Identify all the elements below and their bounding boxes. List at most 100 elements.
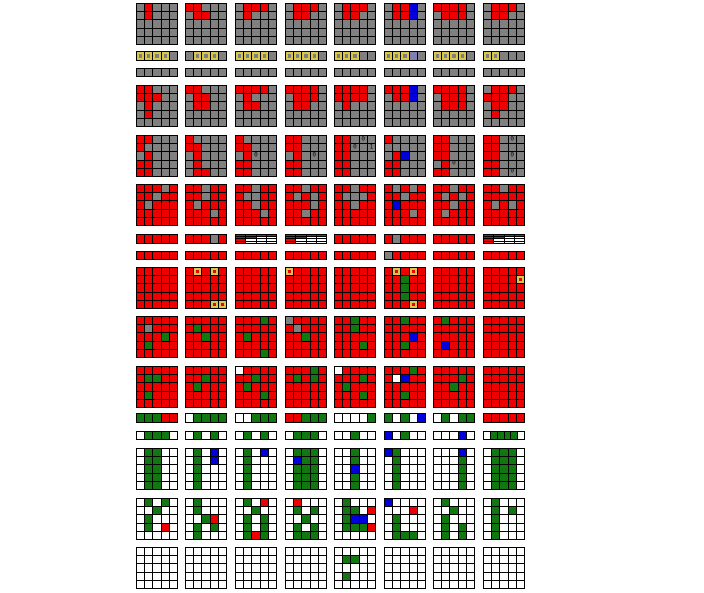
cell [393, 367, 401, 375]
cell [458, 20, 466, 28]
cell [294, 473, 302, 481]
cell [492, 523, 500, 531]
cell [492, 160, 500, 168]
cell [302, 580, 310, 588]
cell [145, 201, 153, 209]
cell [442, 69, 450, 76]
cell [385, 523, 393, 531]
cell [335, 252, 343, 259]
cell [260, 367, 268, 375]
cell [516, 481, 524, 489]
cell [153, 284, 161, 292]
cell [359, 333, 367, 341]
cell [458, 86, 466, 94]
cell [294, 144, 302, 152]
cell [137, 383, 145, 391]
cell [260, 292, 268, 300]
cell [286, 12, 294, 20]
frame-bar-1-8 [483, 68, 525, 77]
cell [516, 375, 524, 383]
cell [153, 136, 161, 144]
cell [137, 341, 145, 349]
cell [169, 481, 177, 489]
cell [153, 333, 161, 341]
frame-row-9-8 [483, 431, 525, 440]
cell [417, 300, 425, 308]
cell [343, 317, 351, 325]
cell [335, 432, 343, 439]
cell [137, 4, 145, 12]
cell [359, 86, 367, 94]
cell [268, 300, 276, 308]
cell [359, 217, 367, 225]
cell [145, 284, 153, 292]
cell [169, 515, 177, 523]
cell [210, 185, 218, 193]
cell [194, 252, 202, 259]
cell [417, 473, 425, 481]
cell [153, 473, 161, 481]
frame-state-9-2 [185, 498, 227, 540]
cell [335, 564, 343, 572]
cell [318, 481, 326, 489]
cell [359, 580, 367, 588]
cell [268, 193, 276, 201]
cell [393, 432, 401, 439]
cell [310, 69, 318, 76]
cell [516, 391, 524, 399]
cell [169, 292, 177, 300]
cell [458, 201, 466, 209]
cell [417, 556, 425, 564]
cell [302, 300, 310, 308]
cell [442, 349, 450, 357]
cell [466, 12, 474, 20]
cell [186, 556, 194, 564]
cell [393, 118, 401, 126]
highlighted-cell [210, 268, 218, 276]
cell [385, 317, 393, 325]
cell [367, 36, 375, 44]
cell [252, 531, 260, 539]
cell [294, 36, 302, 44]
cell [186, 168, 194, 176]
cell [393, 375, 401, 383]
cell [210, 317, 218, 325]
cell [492, 333, 500, 341]
cell [434, 548, 442, 556]
cell [417, 580, 425, 588]
cell [294, 349, 302, 357]
cell [161, 457, 169, 465]
frame-state-9-7 [433, 498, 475, 540]
cell [466, 515, 474, 523]
cell [351, 507, 359, 515]
cell [417, 52, 425, 60]
cell [494, 238, 504, 240]
cell [260, 217, 268, 225]
cell [442, 556, 450, 564]
cell [442, 110, 450, 118]
cell [335, 185, 343, 193]
cell [145, 473, 153, 481]
cell [145, 168, 153, 176]
cell [492, 465, 500, 473]
cell [260, 333, 268, 341]
cell [210, 367, 218, 375]
cell [335, 217, 343, 225]
cell [244, 572, 252, 580]
cell [367, 515, 375, 523]
cell [458, 367, 466, 375]
cell [318, 201, 326, 209]
cell [500, 465, 508, 473]
cell [137, 152, 145, 160]
cell [186, 531, 194, 539]
cell [484, 292, 492, 300]
cell [153, 507, 161, 515]
cell [458, 449, 466, 457]
cell-marker: 0 [254, 151, 258, 159]
cell [153, 20, 161, 28]
cell [508, 580, 516, 588]
cell [492, 4, 500, 12]
cell [161, 36, 169, 44]
cell [302, 160, 310, 168]
cell [202, 449, 210, 457]
